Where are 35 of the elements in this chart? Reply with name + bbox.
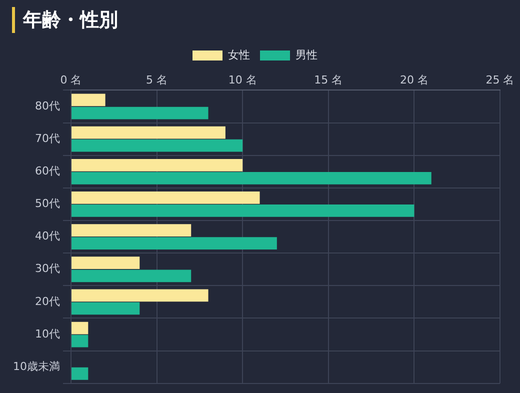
bar [71, 289, 208, 302]
x-tick-label: 20 名 [400, 73, 428, 86]
bar [71, 94, 106, 106]
bar [71, 367, 88, 380]
y-tick-label: 80代 [34, 99, 60, 112]
x-tick-label: 5 名 [146, 73, 168, 86]
x-tick-label: 0 名 [60, 73, 82, 86]
bar [71, 204, 414, 217]
bar [71, 302, 140, 315]
x-tick-label: 15 名 [314, 73, 343, 86]
bar [71, 224, 192, 236]
bar [71, 192, 260, 204]
x-tick-label: 10 名 [228, 73, 257, 86]
bar [71, 158, 243, 172]
bar [71, 106, 208, 120]
y-tick-label: 20代 [34, 294, 60, 308]
y-tick-label: 40代 [34, 230, 60, 243]
bar [71, 237, 277, 250]
y-tick-label: 60代 [34, 164, 60, 178]
y-tick-label: 10歳未満 [12, 360, 60, 373]
y-tick-label: 30代 [34, 262, 60, 276]
bar [71, 172, 432, 184]
y-tick-label: 10代 [34, 327, 60, 340]
bar [71, 334, 88, 348]
bar [71, 322, 88, 334]
bar [71, 270, 192, 282]
bar [71, 139, 243, 152]
bar [71, 256, 140, 270]
legend-label: 男性 [296, 48, 318, 62]
y-tick-label: 50代 [34, 197, 60, 210]
legend-label: 女性 [228, 48, 250, 62]
chart-title: 年齢・性別 [23, 8, 118, 33]
x-tick-label: 25 名 [486, 73, 514, 86]
y-tick-label: 70代 [34, 132, 60, 145]
bar [71, 126, 226, 139]
